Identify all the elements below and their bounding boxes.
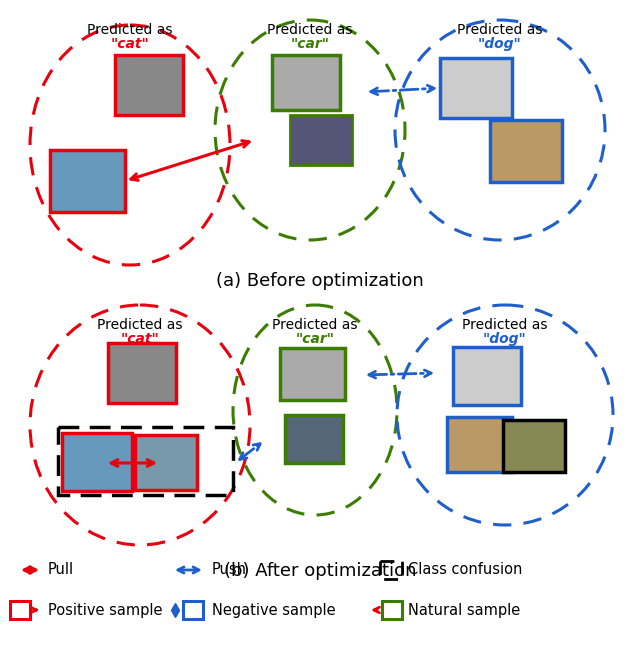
Bar (58, 427, 233, 495)
Text: Push: Push (212, 562, 247, 577)
FancyBboxPatch shape (272, 55, 340, 110)
FancyBboxPatch shape (108, 343, 176, 403)
Text: (b) After optimization: (b) After optimization (224, 562, 416, 580)
FancyBboxPatch shape (440, 58, 512, 118)
FancyBboxPatch shape (115, 55, 183, 115)
Text: "cat": "cat" (120, 332, 159, 346)
Bar (183, 601, 203, 619)
Text: Predicted as: Predicted as (457, 23, 543, 37)
Text: "car": "car" (296, 332, 335, 346)
Bar (10, 601, 30, 619)
Text: Predicted as: Predicted as (87, 23, 173, 37)
FancyBboxPatch shape (453, 347, 521, 405)
Text: Predicted as: Predicted as (462, 318, 548, 332)
FancyBboxPatch shape (135, 435, 197, 490)
Bar (382, 601, 402, 619)
Text: Predicted as: Predicted as (272, 318, 358, 332)
Text: Natural sample: Natural sample (408, 602, 520, 618)
Text: Positive sample: Positive sample (48, 602, 163, 618)
Text: Pull: Pull (48, 562, 74, 577)
Bar (380, 561, 402, 579)
Text: "dog": "dog" (483, 332, 527, 346)
FancyBboxPatch shape (285, 415, 343, 463)
FancyBboxPatch shape (490, 120, 562, 182)
FancyBboxPatch shape (62, 433, 132, 491)
FancyBboxPatch shape (447, 417, 512, 472)
Text: (a) Before optimization: (a) Before optimization (216, 272, 424, 290)
FancyBboxPatch shape (503, 420, 565, 472)
Text: Negative sample: Negative sample (212, 602, 335, 618)
Text: "cat": "cat" (111, 37, 149, 51)
Text: Predicted as: Predicted as (268, 23, 353, 37)
Text: "car": "car" (291, 37, 330, 51)
FancyBboxPatch shape (280, 348, 345, 400)
FancyBboxPatch shape (50, 150, 125, 212)
FancyBboxPatch shape (290, 115, 352, 165)
Text: Class confusion: Class confusion (408, 562, 522, 577)
Text: "dog": "dog" (478, 37, 522, 51)
Text: Predicted as: Predicted as (97, 318, 183, 332)
